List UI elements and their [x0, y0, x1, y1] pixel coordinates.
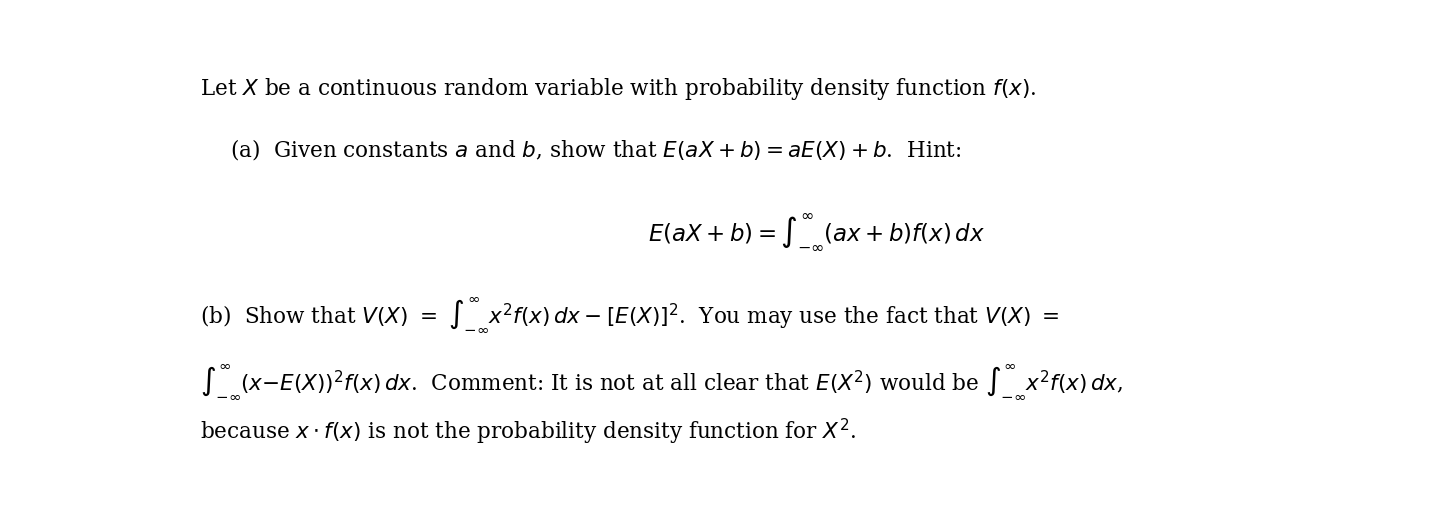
- Text: $E(aX + b) = \int_{-\infty}^{\infty} (ax + b)f(x)\, dx$: $E(aX + b) = \int_{-\infty}^{\infty} (ax…: [647, 211, 985, 252]
- Text: $\int_{-\infty}^{\infty} (x{-}E(X))^2 f(x)\, dx$.  Comment: It is not at all cle: $\int_{-\infty}^{\infty} (x{-}E(X))^2 f(…: [200, 361, 1123, 400]
- Text: (a)  Given constants $a$ and $b$, show that $E(aX + b) = aE(X) + b$.  Hint:: (a) Given constants $a$ and $b$, show th…: [230, 137, 962, 162]
- Text: Let $X$ be a continuous random variable with probability density function $f(x)$: Let $X$ be a continuous random variable …: [200, 75, 1037, 101]
- Text: because $x \cdot f(x)$ is not the probability density function for $X^2$.: because $x \cdot f(x)$ is not the probab…: [200, 416, 856, 446]
- Text: (b)  Show that $V(X)\ =\ \int_{-\infty}^{\infty} x^2 f(x)\, dx - [E(X)]^2$.  You: (b) Show that $V(X)\ =\ \int_{-\infty}^{…: [200, 295, 1060, 333]
